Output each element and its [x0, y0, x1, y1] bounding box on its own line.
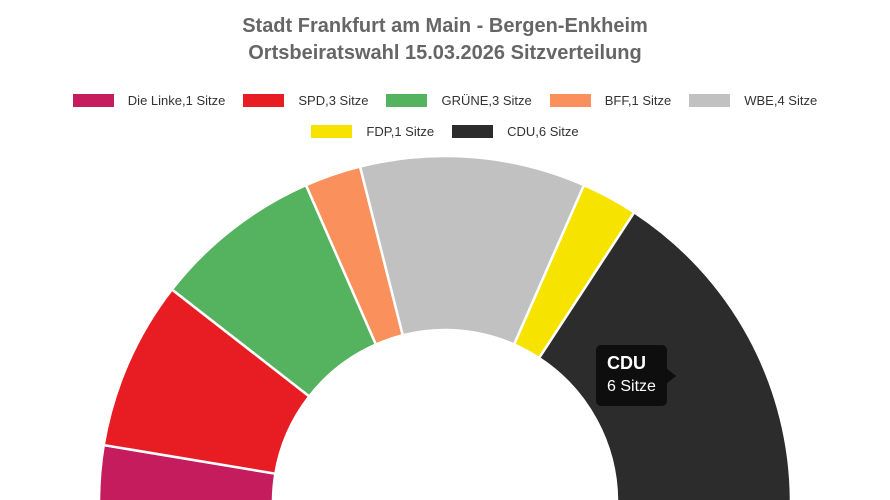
legend-item-grune[interactable]: GRÜNE,3 Sitze — [386, 93, 532, 108]
chart-title-line1: Stadt Frankfurt am Main - Bergen-Enkheim — [242, 15, 648, 37]
legend-swatch-fdp — [311, 125, 353, 138]
legend-swatch-spd — [243, 94, 285, 107]
legend-item-fdp[interactable]: FDP,1 Sitze — [311, 124, 434, 139]
legend: Die Linke,1 Sitze SPD,3 Sitze GRÜNE,3 Sitz… — [0, 93, 890, 139]
legend-label: FDP,1 Sitze — [366, 124, 435, 139]
legend-label: CDU,6 Sitze — [507, 124, 579, 139]
legend-label: Die Linke,1 Sitze — [127, 93, 226, 108]
chart-title-line2: Ortsbeiratswahl 15.03.2026 Sitzverteilun… — [248, 42, 642, 64]
legend-label: BFF,1 Sitze — [604, 93, 672, 108]
legend-swatch-wbe — [689, 94, 731, 107]
legend-item-bff[interactable]: BFF,1 Sitze — [549, 93, 672, 108]
legend-label: WBE,4 Sitze — [744, 93, 818, 108]
legend-label: SPD,3 Sitze — [298, 93, 369, 108]
legend-row-2: FDP,1 Sitze CDU,6 Sitze — [302, 124, 587, 139]
legend-label: GRÜNE,3 Sitze — [441, 93, 532, 108]
legend-row-1: Die Linke,1 Sitze SPD,3 Sitze GRÜNE,3 Sitz… — [64, 93, 826, 108]
legend-swatch-bff — [549, 94, 591, 107]
chart-title: Stadt Frankfurt am Main - Bergen-Enkheim… — [0, 13, 890, 67]
legend-item-die-linke[interactable]: Die Linke,1 Sitze — [72, 93, 226, 108]
legend-item-cdu[interactable]: CDU,6 Sitze — [452, 124, 579, 139]
legend-swatch-cdu — [452, 125, 494, 138]
legend-swatch-die-linke — [72, 94, 114, 107]
legend-swatch-grune — [386, 94, 428, 107]
legend-item-spd[interactable]: SPD,3 Sitze — [243, 93, 368, 108]
legend-item-wbe[interactable]: WBE,4 Sitze — [689, 93, 817, 108]
